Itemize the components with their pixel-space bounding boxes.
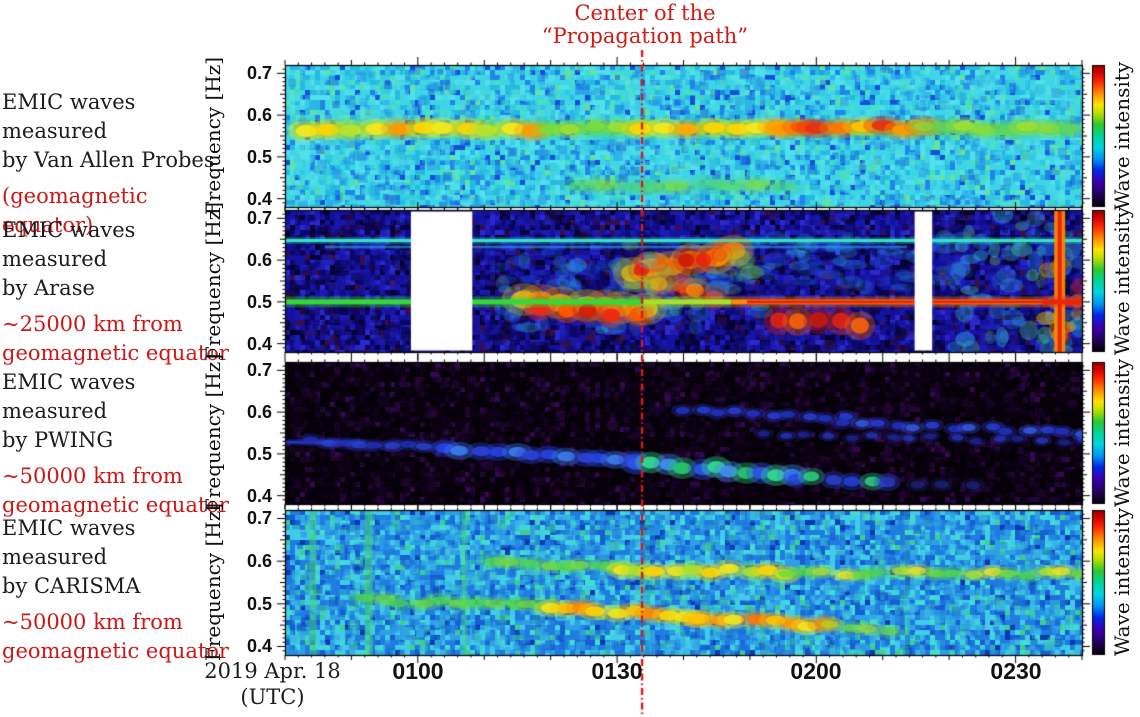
y-tick-label: 0.5 [246,444,272,464]
y-tick-label: 0.4 [246,334,272,354]
utc-label: (UTC) [240,685,305,709]
y-tick-label: 0.7 [246,360,272,380]
title-line2: “Propagation path” [541,24,749,48]
panel-label-red: geomagnetic equator [2,493,229,517]
panel-label-red: geomagnetic equator [2,341,229,365]
figure-title: Center of the “Propagation path” [495,2,795,48]
x-tick-label: 0200 [790,658,842,684]
panel-label-red: ~50000 km from [2,610,183,634]
y-tick-label: 0.6 [246,105,272,125]
y-tick-label: 0.6 [246,250,272,270]
y-tick-label: 0.4 [246,486,272,506]
panel-label-red: (geomagnetic equator) [2,184,148,237]
y-tick-label: 0.4 [246,189,272,209]
y-tick-label: 0.6 [246,551,272,571]
panel-label-text: EMIC waves measured [2,218,136,271]
colorbar-title: Wave intensity [1110,507,1134,657]
y-tick-label: 0.7 [246,208,272,228]
date-label: 2019 Apr. 18 [204,659,341,683]
y-tick-label: 0.7 [246,508,272,528]
panel-label-red: ~25000 km from [2,312,183,336]
y-axis-title: Frequency [Hz] [201,56,225,216]
x-tick-label: 0130 [591,658,643,684]
panel-label-red: geomagnetic equator [2,639,229,663]
x-axis-date: 2019 Apr. 18 (UTC) [200,658,345,710]
y-tick-label: 0.6 [246,402,272,422]
y-tick-label: 0.5 [246,594,272,614]
x-tick-label: 0230 [990,658,1042,684]
y-tick-label: 0.5 [246,292,272,312]
y-tick-label: 0.5 [246,147,272,167]
panel-label-pwing: EMIC waves measured by PWING ~50000 km f… [2,368,242,520]
panel-label-text: EMIC waves measured [2,516,136,569]
x-tick-label: 0100 [392,658,444,684]
panel-label-text: by PWING [2,428,114,452]
panel-label-text: by Arase [2,276,95,300]
panel-label-arase: EMIC waves measured by Arase ~25000 km f… [2,216,242,368]
y-axis-title: Frequency [Hz] [201,353,225,513]
panel-label-text: by Van Allen Probes [2,148,215,172]
colorbar-title: Wave intensity [1110,61,1134,211]
y-tick-label: 0.4 [246,636,272,656]
y-axis-title: Frequency [Hz] [201,502,225,662]
title-line1: Center of the [574,1,716,25]
y-axis-title: Frequency [Hz] [201,201,225,361]
panel-label-van-allen: EMIC waves measured by Van Allen Probes … [2,88,242,240]
panel-label-text: by CARISMA [2,574,141,598]
panel-label-text: EMIC waves measured [2,370,136,423]
panel-label-text: EMIC waves measured [2,90,136,143]
colorbar-title: Wave intensity [1110,358,1134,508]
panel-label-red: ~50000 km from [2,464,183,488]
colorbar-title: Wave intensity [1110,206,1134,356]
panel-label-carisma: EMIC waves measured by CARISMA ~50000 km… [2,514,242,666]
y-tick-label: 0.7 [246,63,272,83]
